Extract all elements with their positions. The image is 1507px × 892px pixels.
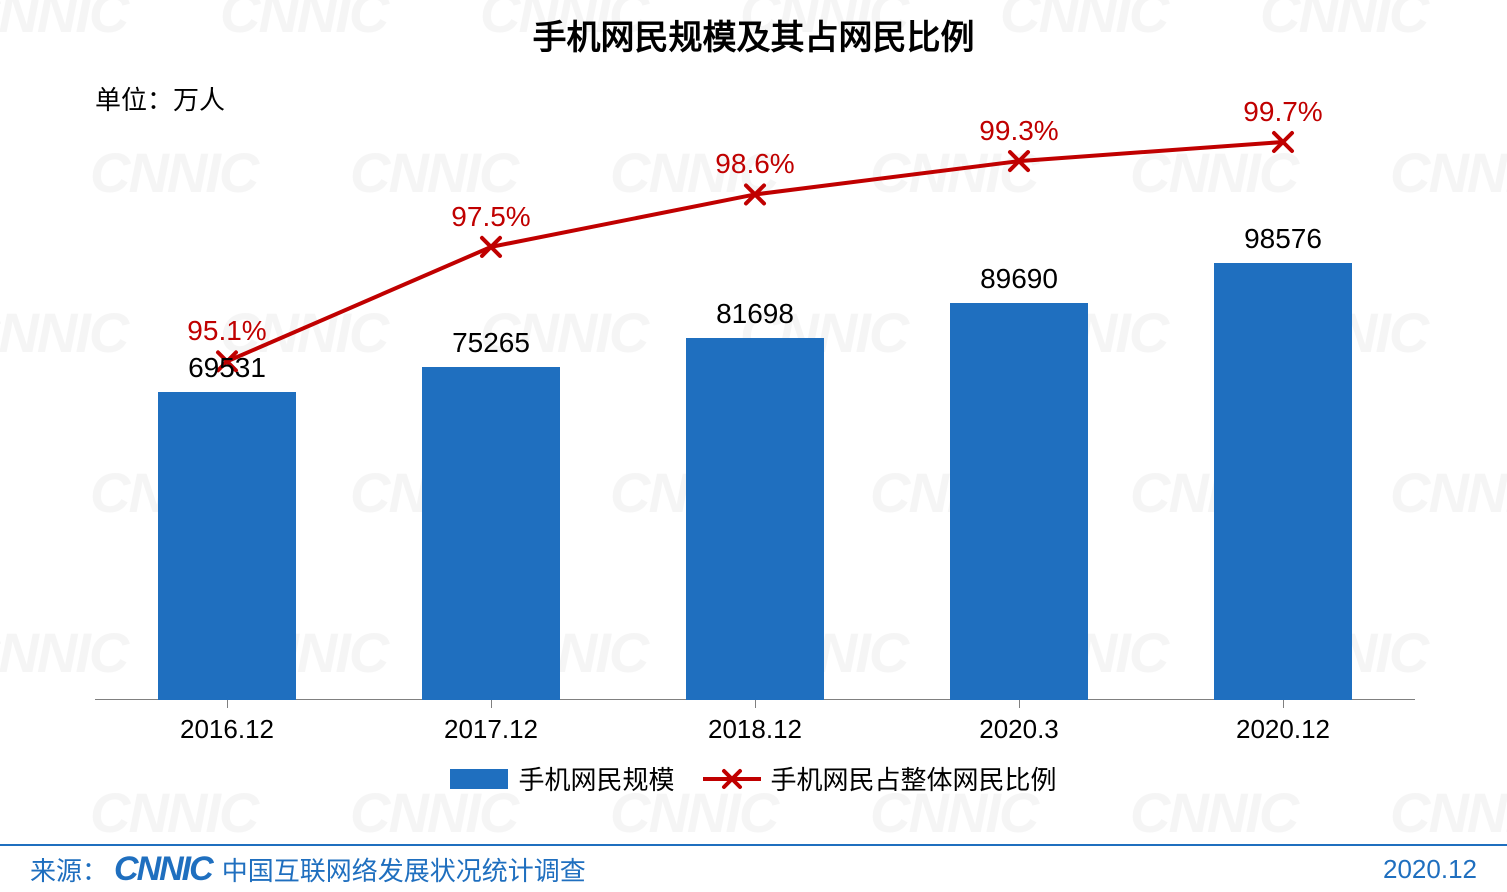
legend-item-bar: 手机网民规模 [450,760,674,797]
line-value-label: 98.6% [715,148,794,180]
legend-swatch-line [703,767,761,791]
legend-bar-label: 手机网民规模 [518,760,674,797]
cnnic-logo: CNNIC [114,850,212,889]
x-category-label: 2016.12 [180,714,274,745]
x-tick [755,700,756,708]
source-text: 中国互联网络发展状况统计调查 [222,851,586,888]
footer-date: 2020.12 [1383,854,1477,885]
line-value-label: 97.5% [451,201,530,233]
legend-line-label: 手机网民占整体网民比例 [771,760,1057,797]
bar-value-label: 89690 [980,263,1058,295]
bar [686,338,823,700]
chart-container: 手机网民规模及其占网民比例 单位：万人 6953195.1%7526597.5%… [40,10,1467,830]
bar [950,303,1087,700]
x-tick [1019,700,1020,708]
legend-item-line: 手机网民占整体网民比例 [703,760,1057,797]
plot-area: 69531 95.1% 75265 97.5% 81698 98.6% 89690 99.3%… [95,80,1415,700]
x-category-label: 2018.12 [708,714,802,745]
x-categories: 2016.12 2017.12 2018.12 2020.3 2020.12 [95,714,1415,754]
x-tick [491,700,492,708]
bar-value-label: 98576 [1244,223,1322,255]
x-tick [1283,700,1284,708]
bar-value-label: 75265 [452,327,530,359]
bar [158,392,295,700]
bar [1214,263,1351,700]
x-category-label: 2020.3 [979,714,1059,745]
chart-title: 手机网民规模及其占网民比例 [40,10,1467,59]
legend-swatch-bar [450,769,508,789]
line-value-label: 99.7% [1243,96,1322,128]
footer: 来源： CNNIC 中国互联网络发展状况统计调查 2020.12 [0,844,1507,892]
legend: 手机网民规模 手机网民占整体网民比例 [40,760,1467,797]
source-prefix: 来源： [30,851,108,888]
x-tick [227,700,228,708]
line-value-label: 95.1% [187,315,266,347]
x-category-label: 2020.12 [1236,714,1330,745]
x-category-label: 2017.12 [444,714,538,745]
bar [422,367,559,700]
bar-value-label: 81698 [716,298,794,330]
bar-value-label: 69531 [188,352,266,384]
line-value-label: 99.3% [979,115,1058,147]
